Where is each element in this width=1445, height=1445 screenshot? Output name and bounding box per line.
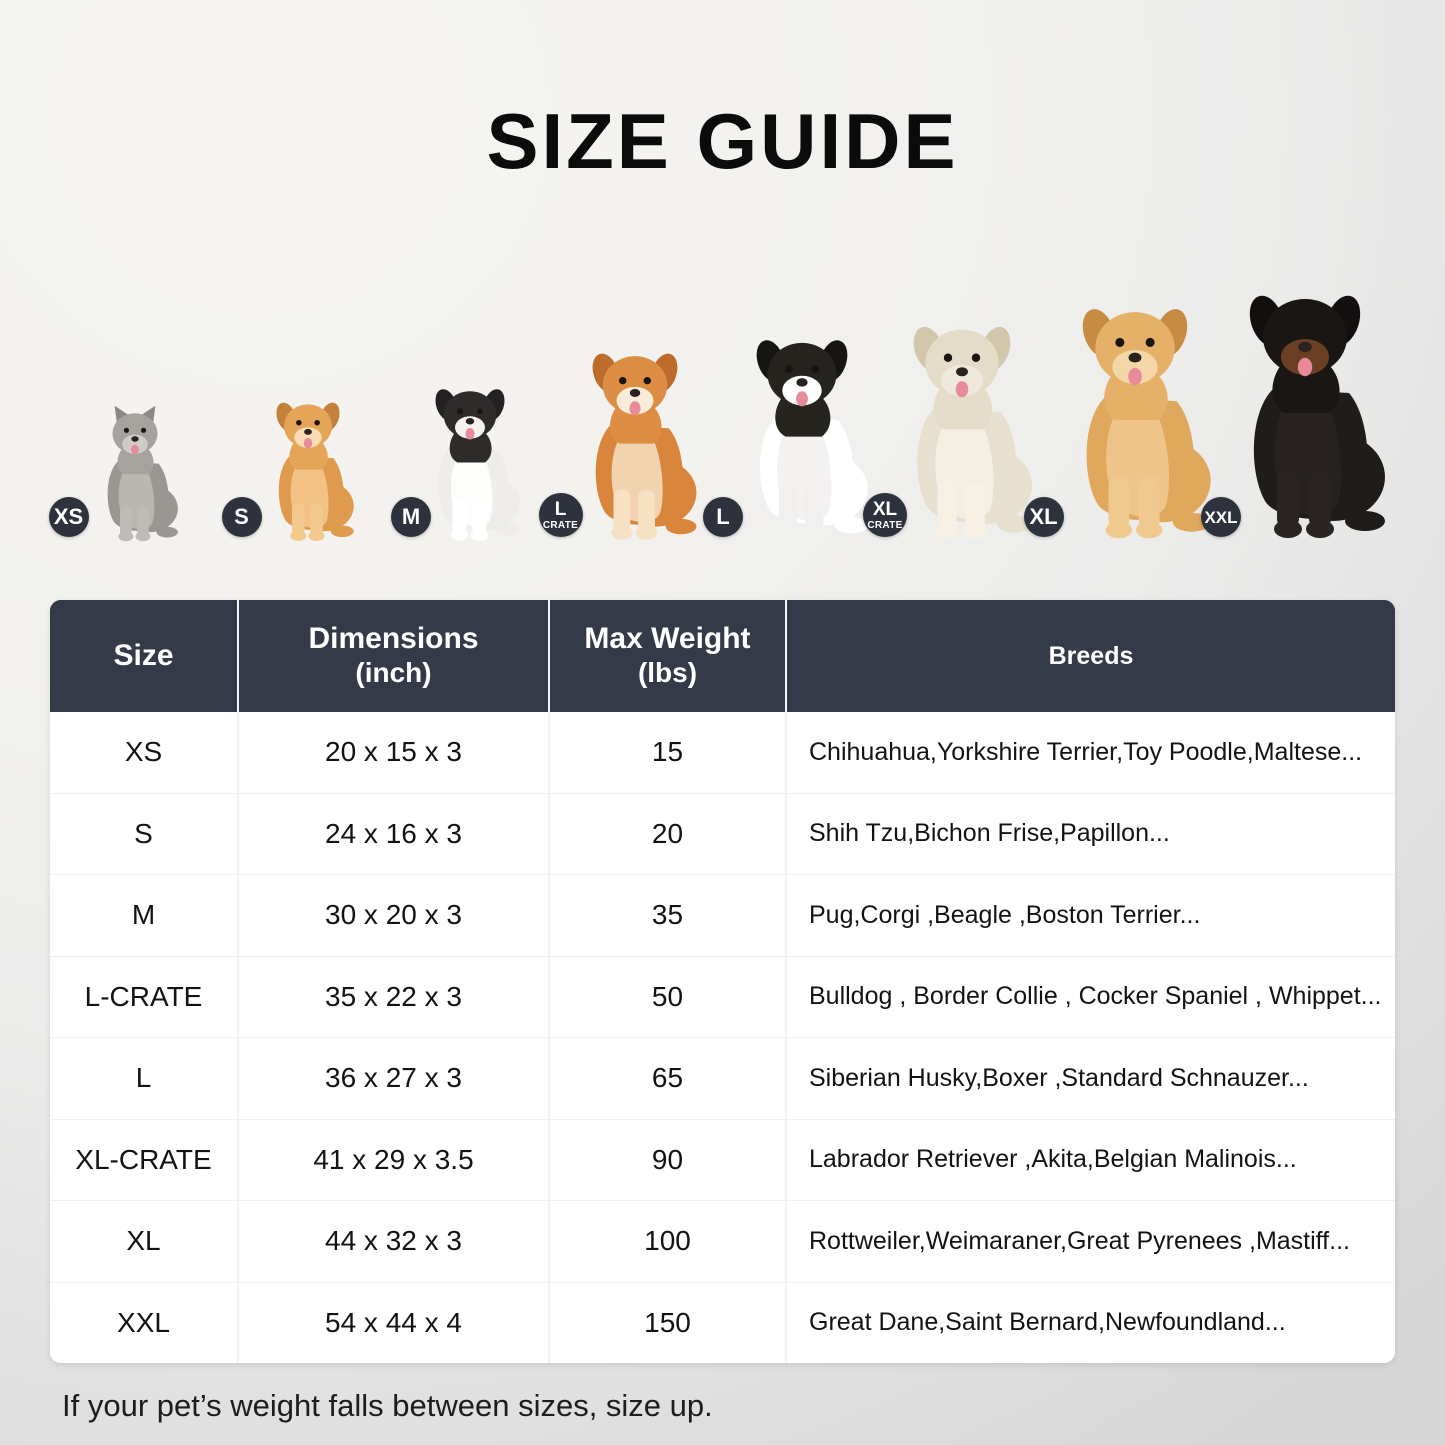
pet-illustration	[756, 340, 868, 540]
animal-dog-french-bulldog: M	[391, 370, 545, 545]
cell-max-weight: 15	[550, 712, 787, 793]
table-row: M 30 x 20 x 3 35 Pug,Corgi ,Beagle ,Boston …	[50, 874, 1395, 956]
cell-breeds: Rottweiler,Weimaraner,Great Pyrenees ,Ma…	[809, 1226, 1350, 1255]
table-row: XS 20 x 15 x 3 15 Chihuahua,Yorkshire Terri…	[50, 712, 1395, 793]
cell-size: XXL	[50, 1282, 239, 1363]
cell-dimensions: 36 x 27 x 3	[239, 1038, 550, 1119]
table-row: S 24 x 16 x 3 20 Shih Tzu,Bichon Frise,Papi…	[50, 792, 1395, 874]
animal-size-row: XS S M L CRATE L XL CRATE XL XXL	[48, 260, 1395, 545]
pet-illustration	[913, 326, 1032, 539]
dog-shiba-inu-icon	[543, 330, 728, 545]
size-badge-primary: S	[234, 504, 249, 529]
cell-dimensions: 24 x 16 x 3	[239, 793, 550, 874]
animal-dog-shiba-inu: L CRATE	[538, 330, 728, 545]
dog-golden-retriever-icon	[1028, 280, 1243, 545]
size-badge-primary: L	[554, 498, 567, 520]
column-header-size: Size	[50, 600, 239, 712]
cell-breeds: Siberian Husky,Boxer ,Standard Schnauzer…	[809, 1063, 1309, 1092]
cell-max-weight: 35	[550, 875, 787, 956]
dog-pomeranian-icon	[226, 385, 391, 545]
size-badge-primary: XL	[872, 498, 898, 520]
size-badge-primary: L	[716, 504, 730, 529]
cell-dimensions: 35 x 22 x 3	[239, 956, 550, 1037]
dog-doberman-icon	[1205, 265, 1405, 545]
pet-illustration	[1249, 295, 1385, 538]
cell-size: L	[50, 1038, 239, 1119]
cell-breeds: Pug,Corgi ,Beagle ,Boston Terrier...	[809, 900, 1201, 929]
cell-max-weight: 65	[550, 1038, 787, 1119]
animal-dog-border-collie: L	[703, 315, 897, 545]
table-row: XXL 54 x 44 x 4 150 Great Dane,Saint Bernar…	[50, 1281, 1395, 1363]
cell-dimensions: 54 x 44 x 4	[239, 1282, 550, 1363]
table-row: L-CRATE 35 x 22 x 3 50 Bulldog , Border Col…	[50, 955, 1395, 1037]
cell-size: XL	[50, 1201, 239, 1282]
pet-illustration	[1082, 309, 1211, 539]
size-badge-primary: XL	[1029, 504, 1058, 529]
cell-max-weight: 20	[550, 793, 787, 874]
cell-max-weight: 50	[550, 956, 787, 1037]
size-badge-secondary: CRATE	[542, 519, 579, 531]
size-badge-primary: XXL	[1204, 507, 1238, 527]
cell-dimensions: 41 x 29 x 3.5	[239, 1119, 550, 1200]
cell-max-weight: 150	[550, 1282, 787, 1363]
table-row: XL 44 x 32 x 3 100 Rottweiler,Weimaraner,Gr…	[50, 1200, 1395, 1282]
size-badge-l-crate[interactable]: L CRATE	[538, 493, 583, 537]
animal-dog-pomeranian: S	[221, 385, 391, 545]
cell-dimensions: 30 x 20 x 3	[239, 875, 550, 956]
cell-dimensions: 44 x 32 x 3	[239, 1201, 550, 1282]
animal-cat-british-shorthair: XS	[48, 395, 218, 545]
cell-size: M	[50, 875, 239, 956]
dog-french-bulldog-icon	[395, 370, 545, 545]
cell-size: S	[50, 793, 239, 874]
size-badge-l[interactable]: L	[703, 497, 743, 537]
table-header-row: Size Dimensions (inch) Max Weight (lbs) Br…	[50, 600, 1395, 712]
cell-size: L-CRATE	[50, 956, 239, 1037]
cell-dimensions: 20 x 15 x 3	[239, 712, 550, 793]
cell-breeds: Labrador Retriever ,Akita,Belgian Malino…	[809, 1145, 1297, 1174]
pet-illustration	[107, 405, 178, 542]
pet-illustration	[592, 353, 697, 540]
animal-dog-labrador-retriever: XL CRATE	[863, 300, 1057, 545]
cell-size: XL-CRATE	[50, 1119, 239, 1200]
column-header-dimensions: Dimensions (inch)	[239, 600, 550, 712]
page-title: SIZE GUIDE	[486, 97, 959, 185]
size-badge-xl[interactable]: XL	[1023, 497, 1064, 537]
dog-labrador-retriever-icon	[867, 300, 1057, 545]
size-badge-primary: M	[401, 504, 421, 529]
pet-illustration	[435, 389, 520, 541]
cell-breeds: Chihuahua,Yorkshire Terrier,Toy Poodle,M…	[809, 737, 1363, 766]
size-table: Size Dimensions (inch) Max Weight (lbs) Br…	[50, 600, 1395, 1363]
dog-border-collie-icon	[707, 315, 897, 545]
cat-british-shorthair-icon	[53, 395, 218, 545]
animal-dog-golden-retriever: XL	[1023, 280, 1243, 545]
size-badge-xs[interactable]: XS	[48, 497, 89, 537]
size-badge-secondary: CRATE	[867, 519, 903, 531]
table-body: XS 20 x 15 x 3 15 Chihuahua,Yorkshire Terri…	[50, 712, 1395, 1363]
cell-max-weight: 100	[550, 1201, 787, 1282]
pet-illustration	[276, 402, 354, 541]
size-badge-primary: XS	[53, 504, 84, 529]
cell-breeds: Bulldog , Border Collie , Cocker Spaniel…	[809, 982, 1382, 1011]
size-badge-s[interactable]: S	[221, 497, 262, 537]
size-badge-m[interactable]: M	[391, 497, 431, 537]
column-header-max-weight: Max Weight (lbs)	[550, 600, 787, 712]
table-row: L 36 x 27 x 3 65 Siberian Husky,Boxer ,Stan…	[50, 1037, 1395, 1119]
cell-breeds: Great Dane,Saint Bernard,Newfoundland...	[809, 1308, 1286, 1337]
cell-max-weight: 90	[550, 1119, 787, 1200]
footer-note: If your pet’s weight falls between sizes…	[62, 1388, 713, 1423]
size-badge-xxl[interactable]: XXL	[1201, 497, 1241, 537]
animal-dog-doberman: XXL	[1201, 265, 1405, 545]
cell-size: XS	[50, 712, 239, 793]
table-row: XL-CRATE 41 x 29 x 3.5 90 Labrador Retrieve…	[50, 1118, 1395, 1200]
size-badge-xl-crate[interactable]: XL CRATE	[863, 493, 907, 537]
cell-breeds: Shih Tzu,Bichon Frise,Papillon...	[809, 819, 1170, 848]
column-header-breeds: Breeds	[787, 600, 1395, 712]
